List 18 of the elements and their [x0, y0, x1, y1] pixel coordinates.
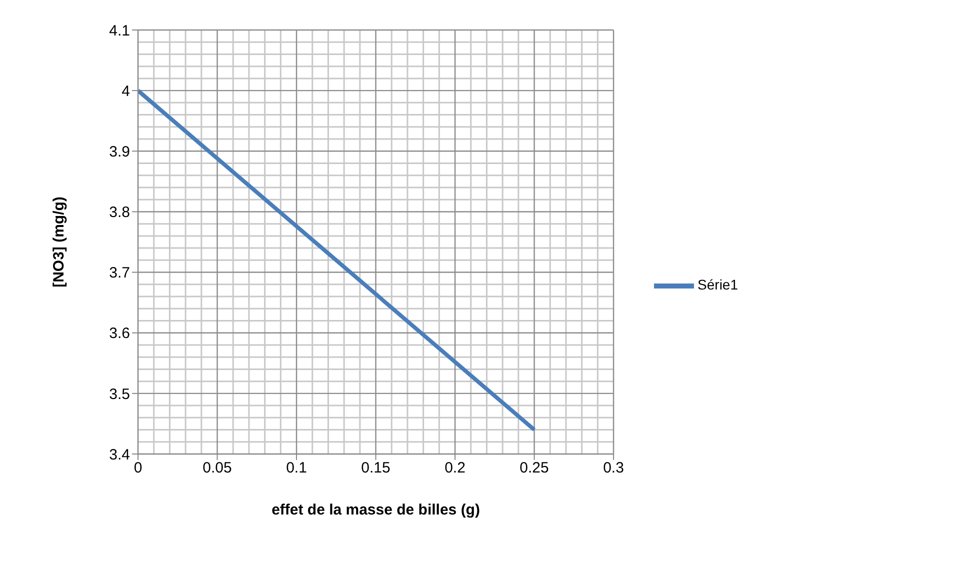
x-tick-label: 0.15	[361, 460, 390, 477]
y-tick-label: 3.4	[109, 446, 130, 464]
x-axis-title: effet de la masse de billes (g)	[272, 502, 480, 519]
y-tick-label: 4	[122, 82, 130, 100]
y-axis-title: [NO3] (mg/g)	[50, 196, 68, 288]
y-tick-label: 3.5	[109, 386, 130, 403]
y-tick-label: 4.1	[109, 22, 130, 40]
legend-label: Série1	[698, 276, 738, 293]
x-tick-label: 0.05	[202, 460, 232, 477]
y-tick-label: 3.6	[109, 325, 130, 342]
x-tick-label: 0	[134, 460, 142, 477]
y-tick-label: 3.7	[109, 264, 130, 282]
y-tick-label: 3.8	[109, 204, 130, 222]
x-tick-label: 0.3	[603, 460, 624, 477]
x-tick-label: 0.1	[286, 460, 307, 477]
x-tick-label: 0.2	[444, 460, 466, 477]
y-tick-label: 3.9	[109, 143, 130, 160]
x-tick-label: 0.25	[520, 460, 549, 477]
